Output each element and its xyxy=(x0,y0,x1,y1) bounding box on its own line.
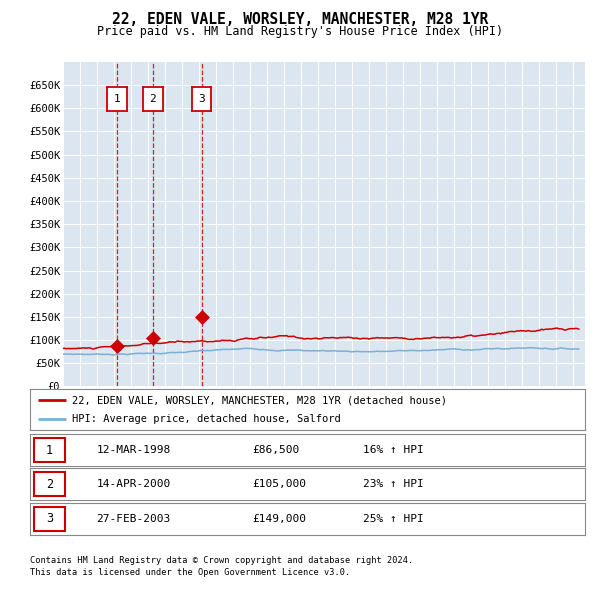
Text: Price paid vs. HM Land Registry's House Price Index (HPI): Price paid vs. HM Land Registry's House … xyxy=(97,25,503,38)
Text: 3: 3 xyxy=(198,94,205,104)
Text: 12-MAR-1998: 12-MAR-1998 xyxy=(97,445,171,455)
Text: 1: 1 xyxy=(46,444,53,457)
FancyBboxPatch shape xyxy=(34,472,65,497)
Text: Contains HM Land Registry data © Crown copyright and database right 2024.: Contains HM Land Registry data © Crown c… xyxy=(30,556,413,565)
Text: This data is licensed under the Open Government Licence v3.0.: This data is licensed under the Open Gov… xyxy=(30,568,350,577)
Text: 23% ↑ HPI: 23% ↑ HPI xyxy=(363,480,424,489)
Text: £86,500: £86,500 xyxy=(252,445,299,455)
Text: 16% ↑ HPI: 16% ↑ HPI xyxy=(363,445,424,455)
Text: 25% ↑ HPI: 25% ↑ HPI xyxy=(363,514,424,523)
Text: £149,000: £149,000 xyxy=(252,514,306,523)
Text: 1: 1 xyxy=(114,94,121,104)
Text: 27-FEB-2003: 27-FEB-2003 xyxy=(97,514,171,523)
Text: 3: 3 xyxy=(46,512,53,525)
Text: 2: 2 xyxy=(149,94,156,104)
FancyBboxPatch shape xyxy=(34,438,65,463)
FancyBboxPatch shape xyxy=(34,506,65,531)
Text: 22, EDEN VALE, WORSLEY, MANCHESTER, M28 1YR: 22, EDEN VALE, WORSLEY, MANCHESTER, M28 … xyxy=(112,12,488,27)
Text: HPI: Average price, detached house, Salford: HPI: Average price, detached house, Salf… xyxy=(71,414,340,424)
Text: 14-APR-2000: 14-APR-2000 xyxy=(97,480,171,489)
Text: 2: 2 xyxy=(46,478,53,491)
Text: 22, EDEN VALE, WORSLEY, MANCHESTER, M28 1YR (detached house): 22, EDEN VALE, WORSLEY, MANCHESTER, M28 … xyxy=(71,395,446,405)
Text: £105,000: £105,000 xyxy=(252,480,306,489)
